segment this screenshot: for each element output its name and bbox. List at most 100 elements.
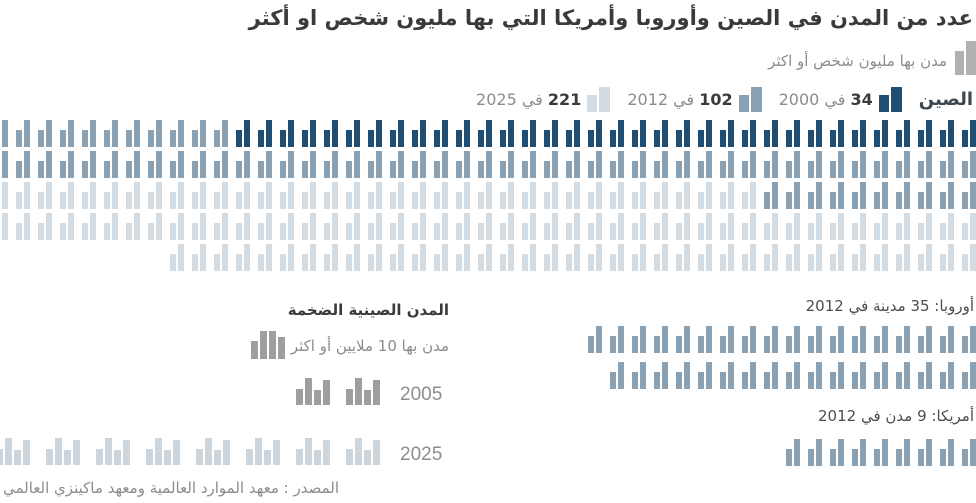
city-icon xyxy=(830,244,844,271)
city-icon xyxy=(0,120,8,147)
mega-year-label: 2005 xyxy=(400,384,443,405)
city-icon xyxy=(522,182,536,209)
city-icon xyxy=(918,182,932,209)
city-icon xyxy=(38,213,52,240)
city-icon xyxy=(434,182,448,209)
city-icon xyxy=(434,151,448,178)
city-icon xyxy=(698,182,712,209)
city-icon xyxy=(500,213,514,240)
legend-million-label: مدن بها مليون شخص أو اكثر xyxy=(768,52,947,70)
mega-city-icon xyxy=(246,438,280,465)
city-pair-icon-2012 xyxy=(738,86,762,112)
city-icon xyxy=(940,151,954,178)
city-icon xyxy=(742,244,756,271)
city-pair-icon-2025 xyxy=(587,86,611,112)
city-icon xyxy=(544,244,558,271)
city-icon xyxy=(896,439,910,466)
city-icon xyxy=(588,120,602,147)
city-icon xyxy=(236,120,250,147)
city-icon xyxy=(170,244,184,271)
mega-city-icon xyxy=(146,438,180,465)
city-icon xyxy=(676,244,690,271)
mega-row-icons xyxy=(0,438,380,465)
city-icon xyxy=(632,182,646,209)
city-icon xyxy=(412,244,426,271)
city-icon xyxy=(390,120,404,147)
city-icon xyxy=(500,182,514,209)
city-icon xyxy=(126,151,140,178)
page-title: عدد من المدن في الصين وأوروبا وأمريكا ال… xyxy=(248,6,973,30)
mega-row-2005: 2005 xyxy=(0,378,442,405)
city-icon xyxy=(346,182,360,209)
city-icon xyxy=(324,151,338,178)
city-icon xyxy=(412,182,426,209)
mega-city-icon xyxy=(346,438,380,465)
city-icon xyxy=(390,244,404,271)
city-icon xyxy=(324,120,338,147)
city-icon xyxy=(0,213,8,240)
city-icon xyxy=(346,213,360,240)
city-icon-row xyxy=(0,151,976,178)
city-icon xyxy=(0,182,8,209)
city-icon xyxy=(610,182,624,209)
city-icon xyxy=(588,182,602,209)
city-icon xyxy=(82,213,96,240)
city-icon xyxy=(214,213,228,240)
city-icon xyxy=(896,182,910,209)
city-icon xyxy=(522,120,536,147)
city-icon xyxy=(82,151,96,178)
city-icon xyxy=(962,182,976,209)
mega-city-icon xyxy=(96,438,130,465)
city-icon-row xyxy=(0,120,976,147)
city-icon xyxy=(500,151,514,178)
city-icon xyxy=(522,213,536,240)
city-icon xyxy=(478,213,492,240)
city-icon xyxy=(808,362,822,389)
city-icon xyxy=(830,326,844,353)
city-icon xyxy=(566,213,580,240)
city-icon xyxy=(918,326,932,353)
city-icon xyxy=(676,120,690,147)
china-2012-year: في 2012 xyxy=(627,89,695,109)
city-icon xyxy=(698,326,712,353)
city-icon xyxy=(544,182,558,209)
city-icon xyxy=(830,213,844,240)
china-2025-year: في 2025 xyxy=(476,89,543,109)
city-icon xyxy=(368,151,382,178)
city-icon xyxy=(192,213,206,240)
city-icon xyxy=(588,326,602,353)
city-icon-row xyxy=(0,326,976,353)
city-icon xyxy=(720,362,734,389)
city-icon xyxy=(742,151,756,178)
city-icon xyxy=(588,151,602,178)
mega-city-icon xyxy=(0,438,30,465)
city-icon xyxy=(896,120,910,147)
city-icon xyxy=(104,213,118,240)
city-icon xyxy=(632,326,646,353)
city-icon xyxy=(368,120,382,147)
city-icon xyxy=(478,244,492,271)
city-icon xyxy=(258,182,272,209)
city-icon-row xyxy=(0,213,976,240)
city-icon xyxy=(808,244,822,271)
city-icon xyxy=(302,151,316,178)
city-icon xyxy=(852,151,866,178)
city-icon xyxy=(786,120,800,147)
city-icon xyxy=(456,151,470,178)
city-icon xyxy=(610,244,624,271)
city-icon xyxy=(346,151,360,178)
city-icon xyxy=(302,120,316,147)
city-icon xyxy=(104,182,118,209)
city-icon xyxy=(236,151,250,178)
city-icon xyxy=(698,362,712,389)
city-icon xyxy=(390,182,404,209)
city-icon xyxy=(148,151,162,178)
city-icon-row xyxy=(0,182,976,209)
city-icon xyxy=(434,120,448,147)
city-icon xyxy=(720,182,734,209)
city-icon xyxy=(478,182,492,209)
city-icon xyxy=(104,120,118,147)
city-icon xyxy=(940,120,954,147)
city-icon xyxy=(60,213,74,240)
